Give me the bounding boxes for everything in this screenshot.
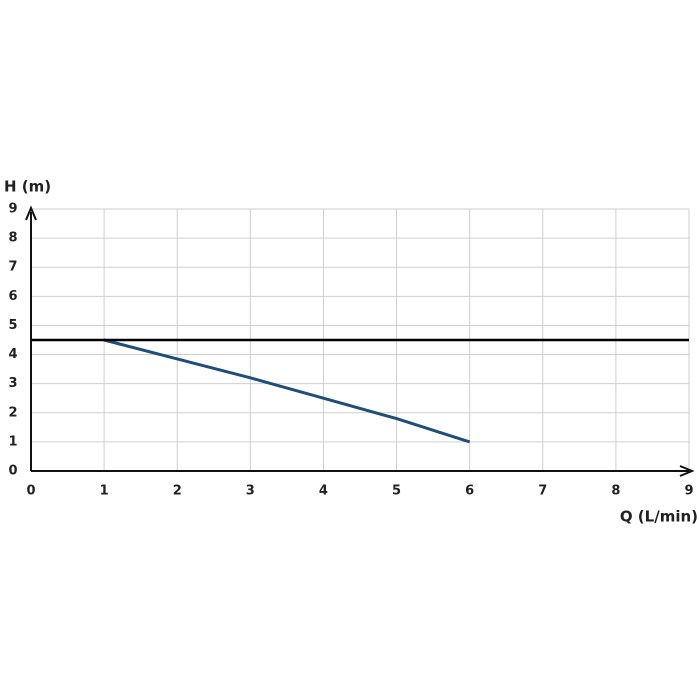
y-tick-label: 2 [8,405,17,420]
series-line [103,338,471,444]
y-tick-label: 6 [8,289,17,304]
y-tick-label: 4 [8,347,17,362]
x-tick-label: 1 [100,484,109,499]
y-tick-label: 8 [8,231,17,246]
y-tick-label: 7 [8,260,17,275]
y-tick-label: 5 [8,318,17,333]
x-tick-label: 2 [173,484,182,499]
x-axis-title: Q (L/min) [620,508,698,526]
y-tick-label: 1 [8,434,17,449]
y-axis-arrow [25,205,37,221]
y-tick-label: 0 [8,464,17,479]
x-tick-label: 5 [392,484,401,499]
y-axis-title: H (m) [4,178,51,196]
x-axis-arrow [679,465,695,477]
x-tick-label: 7 [538,484,547,499]
x-tick-label: 3 [246,484,255,499]
x-tick-label: 4 [319,484,328,499]
y-tick-label: 3 [8,376,17,391]
x-tick-label: 0 [26,484,35,499]
x-tick-label: 6 [465,484,474,499]
plot-area [31,338,689,444]
x-tick-label: 9 [684,484,693,499]
y-tick-label: 9 [8,202,17,217]
x-tick-label: 8 [611,484,620,499]
